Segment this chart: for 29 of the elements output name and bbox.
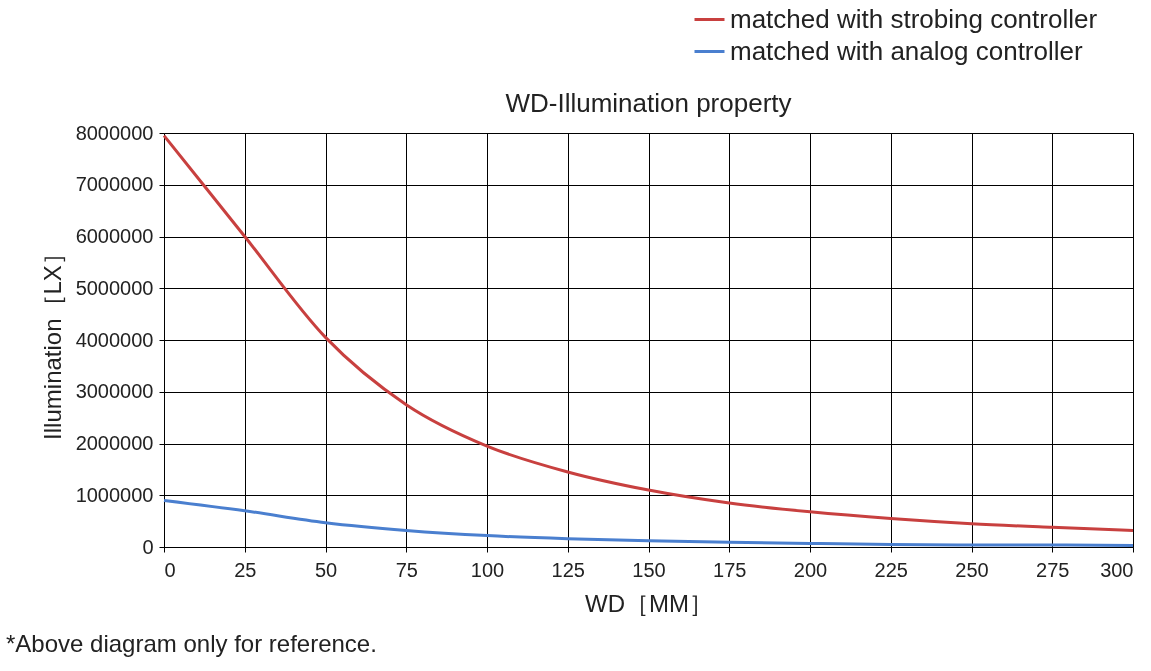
x-tick-label: 150 (632, 558, 666, 581)
x-tick-label: 225 (874, 558, 908, 581)
y-tick-label: 5000000 (75, 276, 154, 299)
x-tick-label: 200 (793, 558, 828, 581)
x-tick-label: 175 (713, 558, 747, 581)
y-axis-title: Illumination［LX］ (38, 241, 66, 440)
x-tick-label: 75 (395, 558, 418, 581)
x-tick-label: 0 (164, 558, 176, 581)
legend-label: matched with analog controller (730, 35, 1083, 66)
x-tick-label: 300 (1100, 558, 1134, 581)
legend-label: matched with strobing controller (730, 3, 1098, 34)
y-tick-label: 2000000 (75, 432, 154, 454)
x-tick-label: 25 (234, 558, 257, 581)
x-tick-label: 125 (551, 558, 585, 581)
y-tick-label: 0 (142, 535, 154, 558)
y-tick-label: 8000000 (75, 121, 154, 144)
y-tick-label: 1000000 (75, 483, 154, 506)
x-tick-label: 275 (1036, 558, 1070, 581)
y-tick-label: 6000000 (75, 225, 154, 247)
y-tick-label: 4000000 (75, 328, 154, 351)
x-tick-label: 100 (470, 558, 505, 581)
y-tick-label: 3000000 (75, 380, 154, 403)
y-tick-label: 7000000 (75, 173, 154, 196)
x-tick-label: 250 (955, 558, 989, 581)
text: *Above diagram only for reference. (6, 630, 377, 657)
x-tick-label: 50 (314, 558, 338, 581)
x-axis-title: WD［MM］ (585, 589, 713, 617)
chart-title: WD-Illumination property (505, 88, 792, 118)
line-series (162, 498, 1135, 547)
